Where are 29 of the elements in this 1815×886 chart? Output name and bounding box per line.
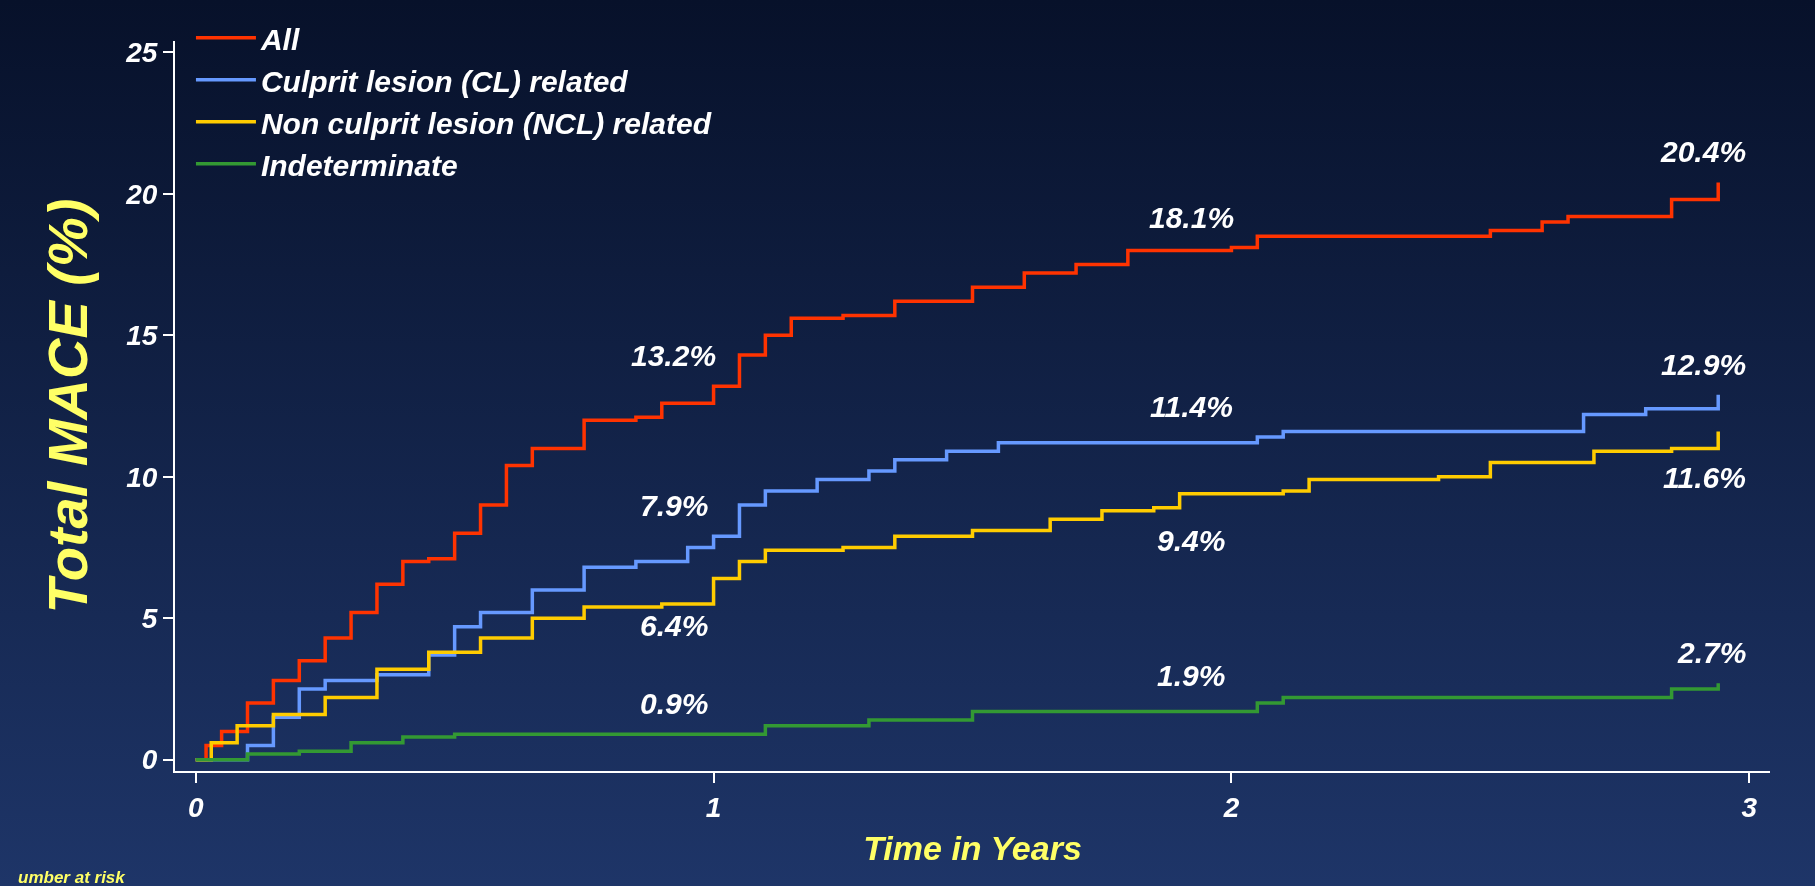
legend-label: Indeterminate xyxy=(260,148,458,182)
y-tick-label: 0 xyxy=(141,744,158,776)
annotation: 13.2% xyxy=(631,339,717,372)
annotation: 12.9% xyxy=(1661,348,1747,381)
x-tick-label: 1 xyxy=(705,791,722,823)
annotation: 20.4% xyxy=(1660,135,1747,168)
legend-label: All xyxy=(259,22,300,56)
text: umber at risk xyxy=(18,868,127,886)
y-tick-label: 10 xyxy=(126,461,158,493)
y-axis-title: Total MACE (%) xyxy=(35,198,99,614)
legend-label: Non culprit lesion (NCL) related xyxy=(260,106,712,140)
x-axis-title: Time in Years xyxy=(863,829,1082,868)
annotation: 7.9% xyxy=(640,489,709,522)
annotation: 18.1% xyxy=(1149,201,1235,234)
annotation: 6.4% xyxy=(640,609,709,642)
annotation: 0.9% xyxy=(640,687,709,720)
annotation: 11.6% xyxy=(1663,461,1746,494)
y-tick-label: 20 xyxy=(125,178,158,210)
annotation: 1.9% xyxy=(1157,659,1226,692)
x-tick-label: 2 xyxy=(1222,791,1240,823)
y-tick-label: 15 xyxy=(126,320,158,352)
y-tick-label: 5 xyxy=(141,603,158,635)
x-tick-label: 3 xyxy=(1741,791,1758,823)
x-tick-label: 0 xyxy=(187,791,204,823)
y-tick-label: 25 xyxy=(125,37,158,69)
annotation: 9.4% xyxy=(1157,524,1226,557)
annotation: 2.7% xyxy=(1677,636,1747,669)
legend-label: Culprit lesion (CL) related xyxy=(260,64,629,98)
annotation: 11.4% xyxy=(1150,390,1233,423)
